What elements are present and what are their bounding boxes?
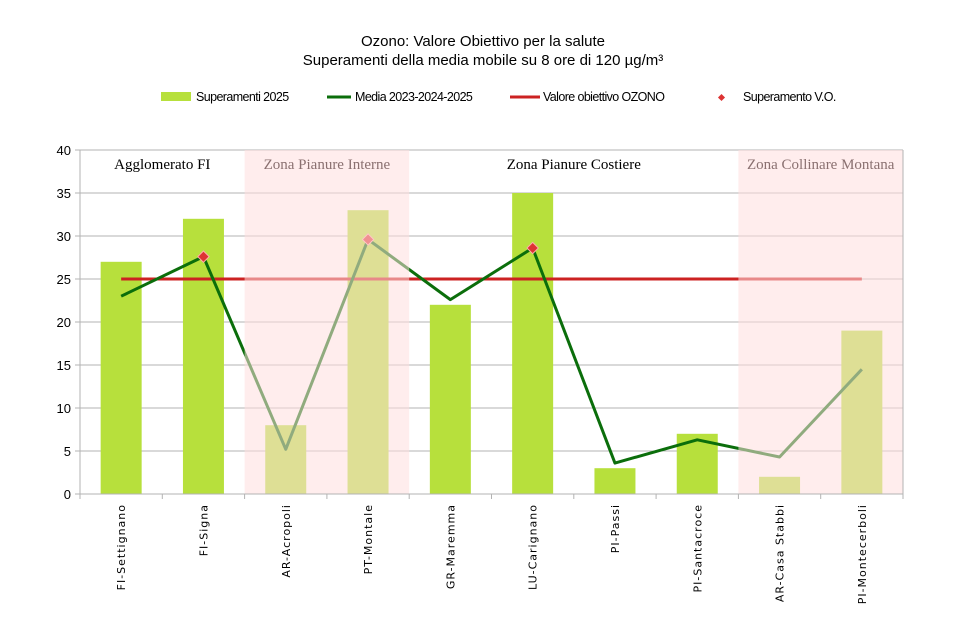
- legend-swatch-bars: [161, 92, 191, 101]
- zones: Agglomerato FI Zona Pianure Interne Zona P…: [114, 150, 903, 494]
- y-tick-label: 0: [64, 487, 71, 502]
- x-tick-label: PT-Montale: [362, 504, 375, 574]
- y-tick-label: 10: [57, 401, 71, 416]
- x-tick-label: AR-Casa Stabbi: [774, 504, 787, 602]
- y-tick-label: 30: [57, 229, 71, 244]
- x-tick-label: PI-Passi: [609, 504, 622, 553]
- zone-label: Zona Collinare Montana: [747, 157, 895, 173]
- bar: [429, 304, 471, 494]
- chart-title: Ozono: Valore Obiettivo per la salute: [361, 33, 605, 50]
- axes: 0 5 10 15 20 25 30 35 40 FI-Settignano FI-Signa AR-…: [57, 143, 904, 604]
- x-tick-label: FI-Settignano: [115, 504, 128, 590]
- chart-subtitle: Superamenti della media mobile su 8 ore …: [303, 52, 664, 69]
- bar: [100, 261, 142, 494]
- exceedance-marker: [197, 250, 210, 264]
- y-tick-label: 25: [57, 272, 71, 287]
- y-tick-label: 5: [64, 444, 71, 459]
- y-tick-label: 20: [57, 315, 71, 330]
- legend-label-target: Valore obiettivo OZONO: [543, 90, 665, 104]
- zone-label: Zona Pianure Costiere: [507, 157, 641, 173]
- x-tick-label: AR-Acropoli: [280, 504, 293, 578]
- zone-shade: [738, 150, 903, 494]
- legend: Superamenti 2025 Media 2023-2024-2025 Valo…: [161, 90, 837, 104]
- legend-label-marker: Superamento V.O.: [743, 90, 836, 104]
- x-tick-label: GR-Maremma: [444, 504, 457, 589]
- x-tick-label: LU-Carignano: [527, 504, 540, 590]
- legend-label-average: Media 2023-2024-2025: [355, 90, 473, 104]
- zone-label: Agglomerato FI: [114, 157, 210, 173]
- legend-swatch-marker: [717, 93, 726, 102]
- exceedance-marker: [526, 241, 540, 255]
- y-tick-label: 35: [57, 186, 71, 201]
- x-tick-label: PI-Montecerboli: [856, 504, 869, 604]
- y-tick-label: 15: [57, 358, 71, 373]
- zone-shade: [244, 150, 410, 494]
- zone-label: Zona Pianure Interne: [264, 157, 391, 173]
- y-tick-label: 40: [57, 143, 71, 158]
- x-tick-label: PI-Santacroce: [691, 504, 704, 592]
- bar: [512, 193, 554, 494]
- bar: [594, 468, 636, 494]
- x-tick-label: FI-Signa: [197, 504, 210, 556]
- legend-label-bars: Superamenti 2025: [196, 90, 289, 104]
